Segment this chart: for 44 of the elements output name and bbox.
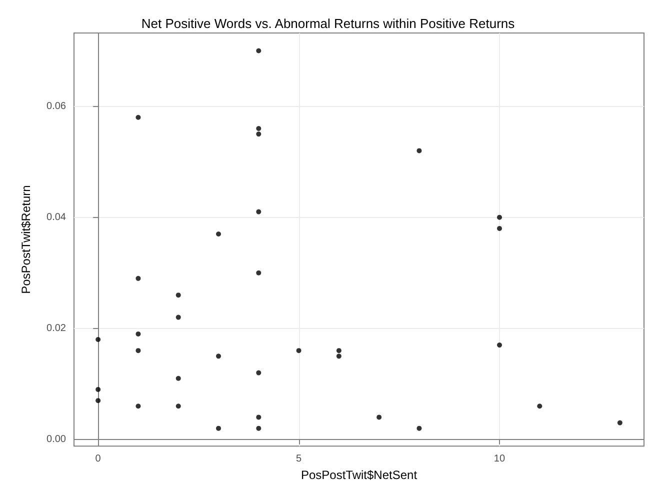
point <box>96 386 101 392</box>
point <box>296 348 302 354</box>
point <box>537 404 542 409</box>
point <box>256 270 262 276</box>
y-tick-label: 0.00 <box>46 434 66 445</box>
point <box>216 232 222 236</box>
point <box>336 354 342 359</box>
point <box>256 132 262 137</box>
point <box>497 226 502 231</box>
point <box>96 336 101 342</box>
point <box>216 354 222 359</box>
point <box>216 426 222 431</box>
point <box>376 414 382 420</box>
point <box>256 426 262 431</box>
point <box>136 331 141 336</box>
point <box>136 114 141 120</box>
point <box>256 126 262 131</box>
point <box>256 209 262 214</box>
x-axis-title: PosPostTwit$NetSent <box>300 468 418 482</box>
point <box>256 370 262 376</box>
point <box>416 148 422 154</box>
point <box>336 348 342 354</box>
y-tick-label: 0.06 <box>46 100 66 112</box>
chart-title: Net Positive Words vs. Abnormal Returns within Positive Returns <box>141 16 516 31</box>
point <box>136 348 141 354</box>
point <box>96 398 101 404</box>
x-tick-label: 10 <box>494 454 506 465</box>
point <box>256 414 262 420</box>
point <box>497 342 502 348</box>
point <box>176 292 181 298</box>
y-tick-label: 0.02 <box>46 322 66 334</box>
point <box>256 48 262 54</box>
y-axis-title: PosPostTwit$Return <box>19 185 33 294</box>
point <box>497 214 502 220</box>
x-tick-label: 5 <box>296 454 302 465</box>
point <box>176 376 181 381</box>
y-tick-label: 0.04 <box>46 212 66 223</box>
point <box>176 314 181 320</box>
point <box>416 426 422 431</box>
point <box>136 276 141 281</box>
point <box>176 404 181 409</box>
point <box>617 420 622 426</box>
point <box>136 404 141 409</box>
x-tick-label: 0 <box>95 454 102 465</box>
